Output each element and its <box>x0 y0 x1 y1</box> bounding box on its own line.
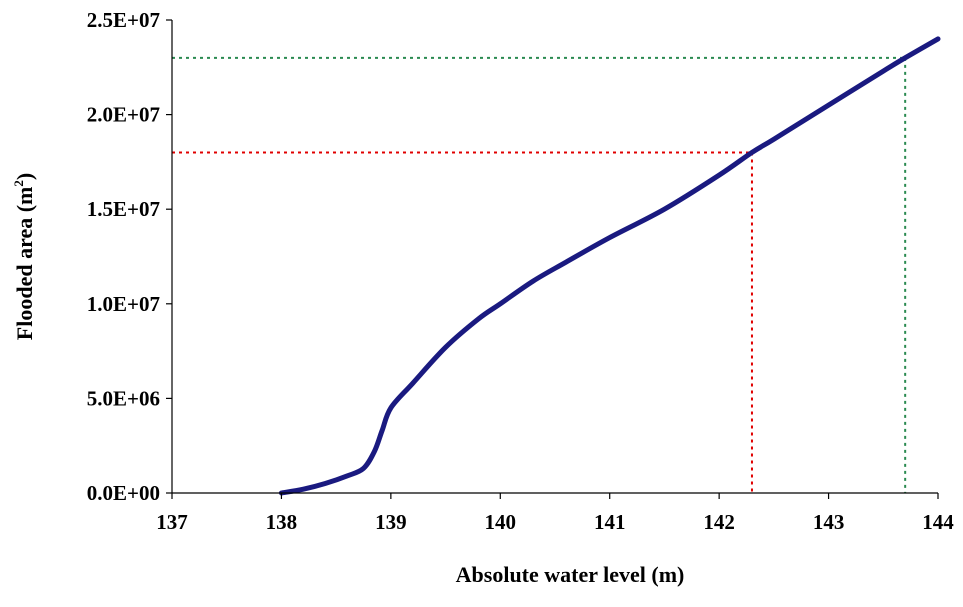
y-axis-title: Flooded area (m2) <box>11 173 37 340</box>
x-tick-label: 142 <box>703 510 735 534</box>
y-axis-title-tail: ) <box>12 173 37 180</box>
x-axis-ticks: 137 138 139 140 141 142 143 144 <box>156 493 954 534</box>
y-tick-label: 5.0E+06 <box>87 386 160 410</box>
x-tick-label: 138 <box>266 510 298 534</box>
y-axis-ticks: 0.0E+00 5.0E+06 1.0E+07 1.5E+07 2.0E+07 2.5E+… <box>87 8 172 505</box>
x-tick-label: 144 <box>922 510 954 534</box>
reference-lines <box>172 56 907 493</box>
y-axis-title-main: Flooded area (m <box>12 187 37 341</box>
y-tick-label: 1.5E+07 <box>87 197 160 221</box>
y-tick-label: 0.0E+00 <box>87 481 160 505</box>
x-tick-label: 141 <box>594 510 626 534</box>
y-axis-title-superscript: 2 <box>11 180 26 187</box>
x-axis-title: Absolute water level (m) <box>456 562 685 587</box>
y-tick-label: 2.5E+07 <box>87 8 160 32</box>
x-tick-label: 139 <box>375 510 407 534</box>
x-tick-label: 137 <box>156 510 188 534</box>
y-tick-label: 2.0E+07 <box>87 103 160 127</box>
x-tick-label: 140 <box>485 510 517 534</box>
y-tick-label: 1.0E+07 <box>87 292 160 316</box>
series-line <box>278 36 941 496</box>
x-tick-label: 143 <box>813 510 845 534</box>
